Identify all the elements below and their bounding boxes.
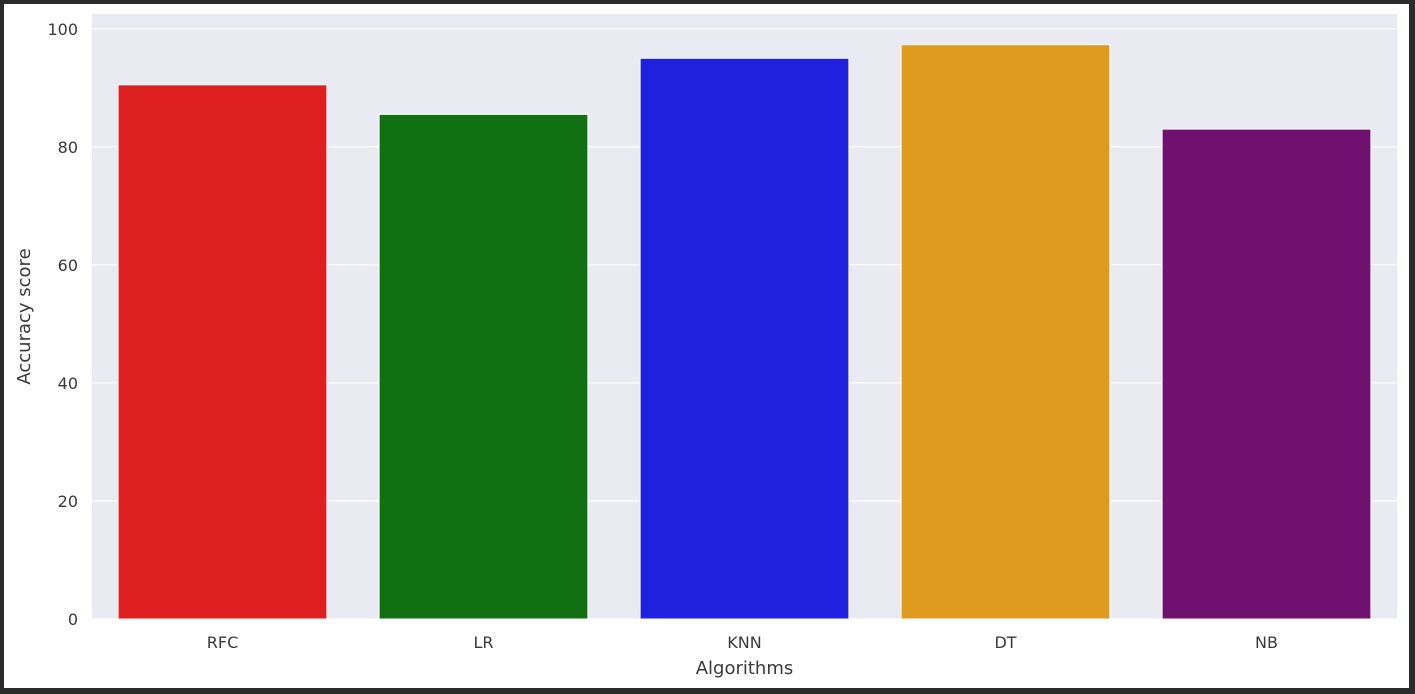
y-tick-label: 60: [58, 256, 78, 275]
x-tick-label: KNN: [727, 633, 761, 652]
bar-chart: 0 20 40 60 80 100 RFC LR KNN DT NB Algorithms Acc…: [14, 14, 1397, 679]
y-axis-label: Accuracy score: [14, 248, 35, 384]
y-tick-label: 40: [58, 374, 78, 393]
x-tick-label: LR: [473, 633, 493, 652]
bar-dt: [900, 44, 1111, 620]
x-axis-ticks: RFC LR KNN DT NB: [207, 633, 1278, 652]
y-axis-ticks: 0 20 40 60 80 100: [47, 20, 78, 629]
y-tick-label: 0: [68, 610, 78, 629]
y-tick-label: 80: [58, 138, 78, 157]
x-tick-label: DT: [994, 633, 1016, 652]
x-tick-label: RFC: [207, 633, 239, 652]
bar-knn: [639, 57, 850, 620]
x-axis-label: Algorithms: [696, 658, 794, 679]
x-tick-label: NB: [1255, 633, 1278, 652]
bar-nb: [1161, 128, 1372, 620]
y-tick-label: 20: [58, 492, 78, 511]
bars: [117, 44, 1372, 620]
figure-frame: 0 20 40 60 80 100 RFC LR KNN DT NB Algorithms Acc…: [4, 4, 1409, 688]
bar-lr: [378, 113, 589, 620]
y-tick-label: 100: [47, 20, 78, 39]
bar-rfc: [117, 84, 328, 620]
